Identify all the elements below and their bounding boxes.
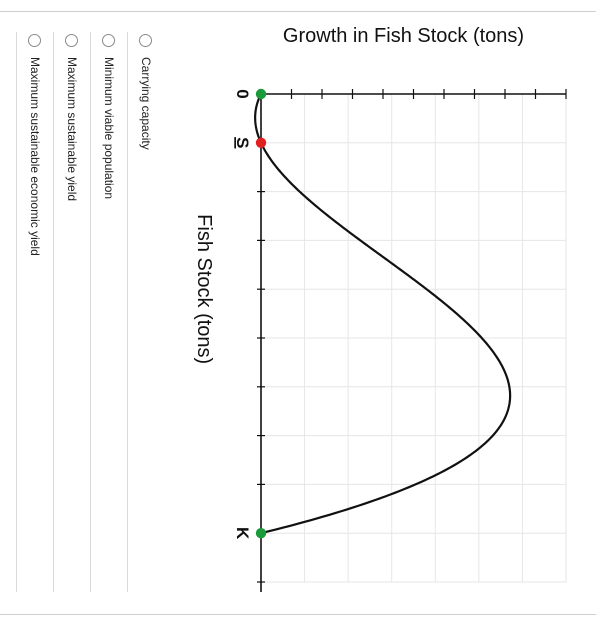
- option-label: Carrying capacity: [139, 57, 153, 150]
- tick-label-s: S: [233, 137, 252, 148]
- chart-title: Growth in Fish Stock (tons): [283, 25, 524, 47]
- option-minimum-viable-population[interactable]: Minimum viable population: [90, 32, 127, 592]
- top-divider: [0, 11, 596, 12]
- point-k-marker: [255, 528, 267, 539]
- tick-label-k: K: [233, 527, 252, 540]
- x-axis-label: Fish Stock (tons): [193, 214, 215, 364]
- option-maximum-sustainable-yield[interactable]: Maximum sustainable yield: [53, 32, 90, 592]
- point-0-marker: [255, 88, 267, 100]
- radio-button[interactable]: [102, 34, 116, 47]
- option-label: Maximum sustainable yield: [65, 57, 79, 202]
- option-label: Maximum sustainable economic yield: [28, 57, 42, 256]
- growth-chart: 0 S K Growth in Fish Stock (tons) Fish Stock…: [166, 24, 596, 594]
- bottom-divider: [0, 614, 596, 615]
- radio-button[interactable]: [139, 34, 153, 47]
- option-carrying-capacity[interactable]: Carrying capacity: [127, 32, 164, 592]
- option-label: Minimum viable population: [102, 57, 116, 200]
- chart-svg: 0 S K Growth in Fish Stock (tons) Fish Stock…: [193, 25, 567, 592]
- option-maximum-sustainable-economic-yield[interactable]: Maximum sustainable economic yield: [16, 32, 53, 592]
- rotated-question-panel: 0 S K Growth in Fish Stock (tons) Fish Stock…: [0, 24, 596, 594]
- radio-button[interactable]: [65, 34, 79, 47]
- answer-options: Carrying capacity Minimum viable populat…: [16, 32, 164, 592]
- point-s-marker: [255, 137, 267, 149]
- tick-label-zero: 0: [233, 89, 252, 98]
- radio-button[interactable]: [28, 34, 42, 47]
- growth-curve: [254, 93, 512, 535]
